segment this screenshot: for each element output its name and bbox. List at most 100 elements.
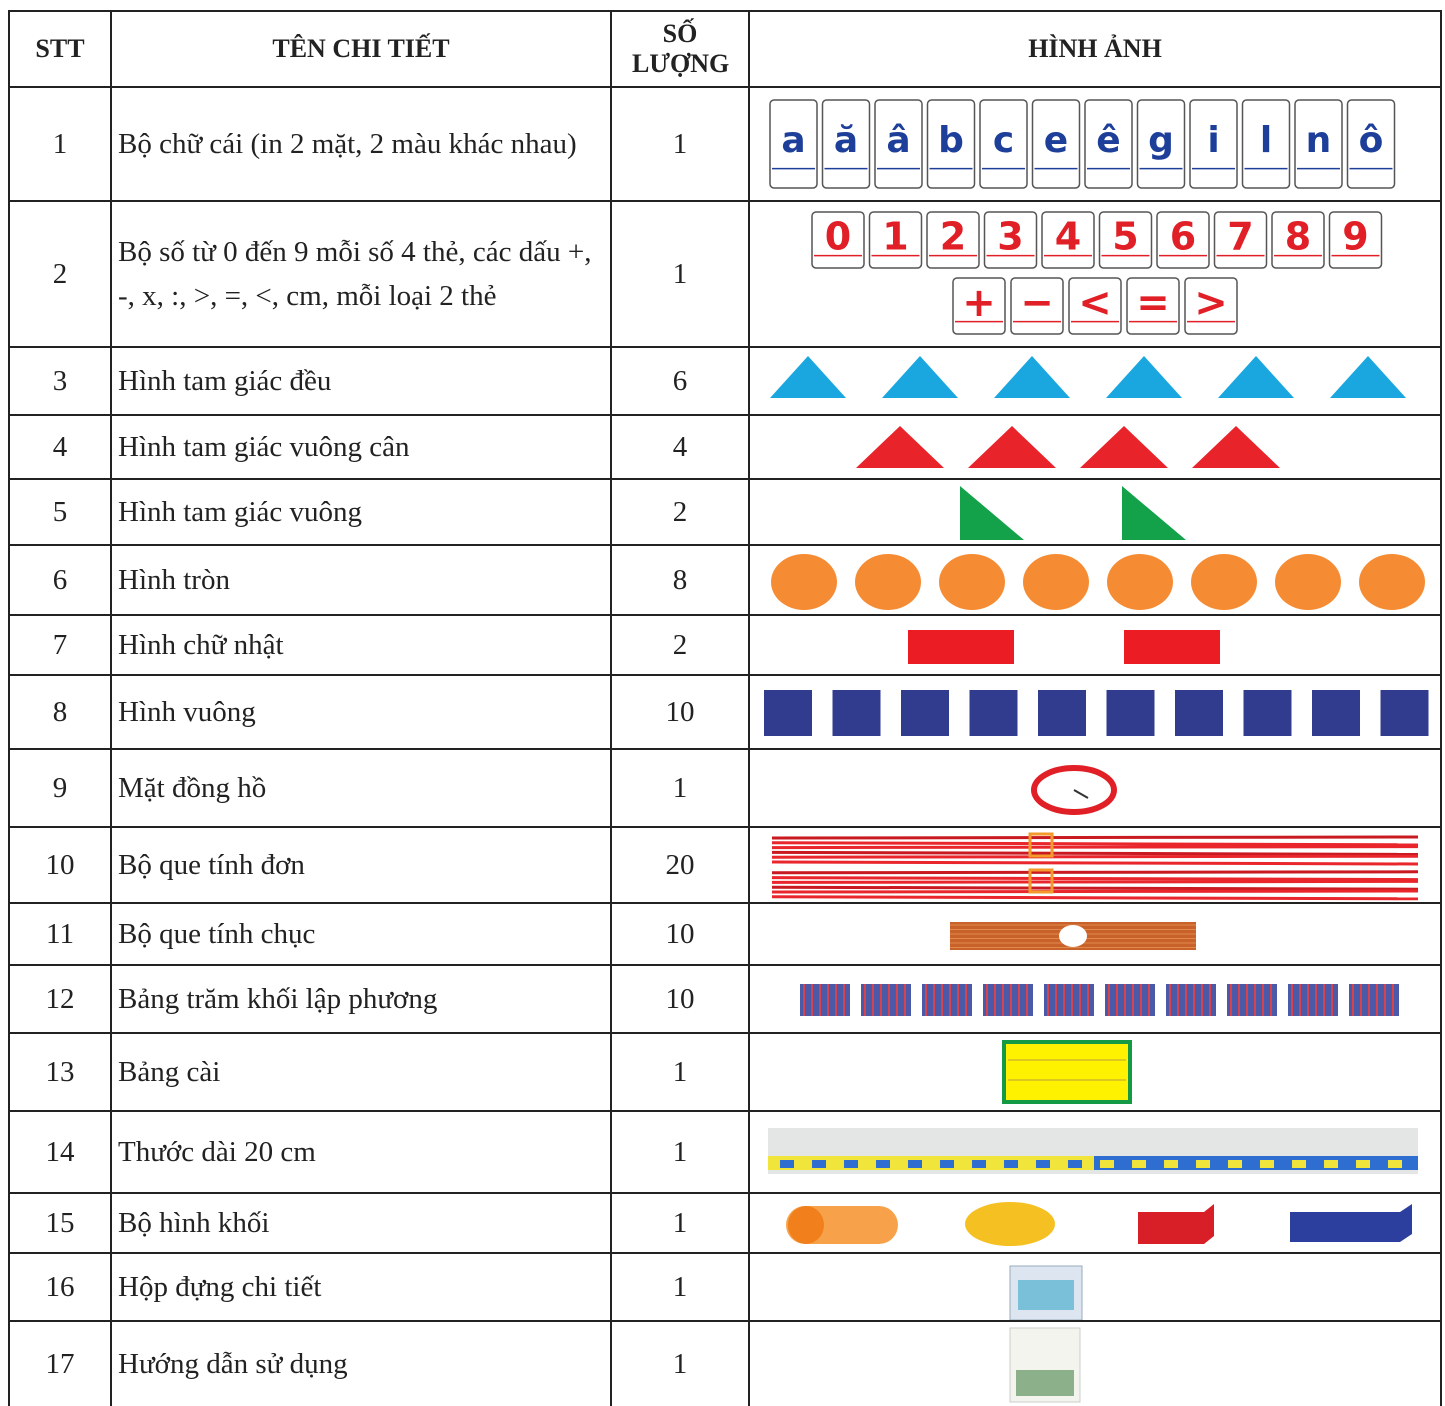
circle	[1275, 554, 1341, 610]
card	[874, 99, 923, 189]
block-board	[1044, 984, 1094, 1016]
part-name: Bộ số từ 0 đến 9 mỗi số 4 thẻ, các dấu +…	[110, 200, 612, 348]
ruler-block	[1356, 1160, 1370, 1168]
ruler-block	[1292, 1160, 1306, 1168]
card	[1010, 277, 1064, 335]
image-cell	[748, 1192, 1442, 1254]
image-cell	[748, 346, 1442, 416]
cube	[1138, 1204, 1214, 1244]
triangle	[1122, 486, 1186, 540]
card-text: >	[1194, 280, 1228, 326]
card	[821, 99, 871, 189]
card-text: 2	[940, 214, 966, 258]
circle	[1191, 554, 1257, 610]
card	[926, 99, 976, 189]
card	[1346, 99, 1396, 189]
ruler-block	[1036, 1160, 1050, 1168]
quantity: 1	[610, 748, 750, 828]
image-cell	[748, 1032, 1442, 1112]
ruler-block	[940, 1160, 954, 1168]
quantity: 6	[610, 346, 750, 416]
card-text: 0	[825, 214, 851, 258]
quantity: 1	[610, 1252, 750, 1322]
card	[1041, 211, 1095, 269]
header-cell: STT	[8, 10, 112, 88]
ruler-block	[1228, 1160, 1242, 1168]
card-text: 8	[1285, 214, 1311, 258]
card-text: 6	[1170, 214, 1196, 258]
square	[901, 690, 949, 736]
stick	[771, 850, 1419, 856]
part-name: Hình tam giác vuông cân	[110, 414, 612, 480]
square	[764, 690, 812, 736]
block-board	[983, 984, 1033, 1016]
quantity: 4	[610, 414, 750, 480]
part-name: Hình tam giác đều	[110, 346, 612, 416]
quantity: 1	[610, 1320, 750, 1406]
band	[1028, 868, 1054, 894]
card	[1126, 277, 1180, 335]
part-image	[1009, 1327, 1081, 1403]
card-text: â	[886, 120, 910, 161]
card	[1098, 211, 1153, 269]
block-board	[861, 984, 911, 1016]
quantity: 1	[610, 200, 750, 348]
box-art	[1018, 1280, 1074, 1310]
part-image	[1002, 1040, 1132, 1104]
card-text: 9	[1342, 214, 1368, 258]
band	[1028, 832, 1054, 858]
card-text: i	[1207, 120, 1219, 161]
card	[769, 99, 818, 189]
part-name: Bảng trăm khối lập phương	[110, 964, 612, 1034]
block-board	[1105, 984, 1155, 1016]
row-number: 12	[8, 964, 112, 1034]
card-text: l	[1260, 120, 1272, 161]
header-cell: TÊN CHI TIẾT	[110, 10, 612, 88]
part-name: Thước dài 20 cm	[110, 1110, 612, 1194]
card	[1241, 99, 1291, 189]
quantity: 1	[610, 1110, 750, 1194]
quantity: 10	[610, 902, 750, 966]
circle	[939, 554, 1005, 610]
card-text: c	[993, 120, 1014, 161]
card-text: −	[1020, 280, 1054, 326]
block-board	[1288, 984, 1338, 1016]
table-row: 5 Hình tam giác vuông 2	[8, 478, 1442, 546]
stick	[771, 876, 1419, 882]
card	[1213, 211, 1268, 269]
stick	[771, 879, 1419, 884]
row-number: 10	[8, 826, 112, 904]
part-name: Hộp đựng chi tiết	[110, 1252, 612, 1322]
image-cell	[748, 748, 1442, 828]
header-row: STT TÊN CHI TIẾT SỐ LƯỢNG HÌNH ẢNH	[8, 10, 1442, 88]
ruler-block	[780, 1160, 794, 1168]
image-cell	[748, 964, 1442, 1034]
part-image	[908, 630, 1220, 664]
part-name: Bộ que tính chục	[110, 902, 612, 966]
triangle	[1080, 426, 1168, 468]
card-text: g	[1148, 120, 1174, 161]
table-row: 9 Mặt đồng hồ 1	[8, 748, 1442, 828]
part-name: Hướng dẫn sử dụng	[110, 1320, 612, 1406]
table-row: 6 Hình tròn 8	[8, 544, 1442, 616]
stick	[771, 885, 1419, 891]
part-image	[768, 1128, 1418, 1174]
table-row: 8 Hình vuông 10	[8, 674, 1442, 750]
table-row: 13 Bảng cài 1	[8, 1032, 1442, 1112]
triangle	[968, 426, 1056, 468]
manual-art	[1016, 1370, 1074, 1396]
card-text: =	[1136, 280, 1170, 326]
square	[832, 690, 881, 736]
triangle	[856, 426, 944, 468]
header-cell: HÌNH ẢNH	[748, 10, 1442, 88]
table-row: 10 Bộ que tính đơn 20	[8, 826, 1442, 904]
card-text: e	[1044, 120, 1068, 161]
card	[1189, 99, 1238, 189]
ruler-block	[1132, 1160, 1146, 1168]
stick	[771, 854, 1419, 859]
board	[1002, 1040, 1132, 1104]
part-image	[856, 426, 1280, 468]
row-number: 11	[8, 902, 112, 966]
ruler-block	[1100, 1160, 1114, 1168]
quantity: 10	[610, 964, 750, 1034]
